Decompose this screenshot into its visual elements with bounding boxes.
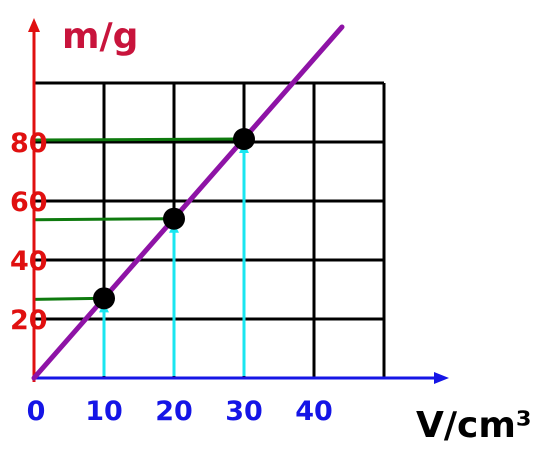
x-tick-label-10: 10 <box>85 396 123 427</box>
x-tick-label-40: 40 <box>295 396 333 427</box>
x-tick-label-20: 20 <box>155 396 193 427</box>
data-point-3 <box>233 128 255 151</box>
x-tick-label-0: 0 <box>27 396 46 427</box>
y-tick-label-20: 20 <box>10 305 48 336</box>
tick-labels: 0 10 20 30 40 20 40 60 80 <box>10 128 333 427</box>
axes <box>28 18 449 384</box>
guide-horizontal-1 <box>33 296 99 301</box>
grid <box>34 81 386 378</box>
data-point-1 <box>93 287 115 310</box>
y-tick-label-40: 40 <box>10 246 48 277</box>
fit-line <box>31 24 345 381</box>
guide-horizontal-2 <box>33 217 169 222</box>
data-point-2 <box>163 207 185 230</box>
x-axis-arrow <box>434 372 449 384</box>
fit-line-group <box>31 24 345 381</box>
y-axis-arrow <box>28 18 40 32</box>
x-tick-label-30: 30 <box>225 396 263 427</box>
x-axis-label: V/cm³ <box>416 405 532 446</box>
y-tick-label-80: 80 <box>10 128 48 159</box>
y-axis-label: m/g <box>62 16 138 57</box>
guide-horizontal-3 <box>33 137 239 142</box>
data-points <box>93 128 255 310</box>
y-tick-label-60: 60 <box>10 187 48 218</box>
